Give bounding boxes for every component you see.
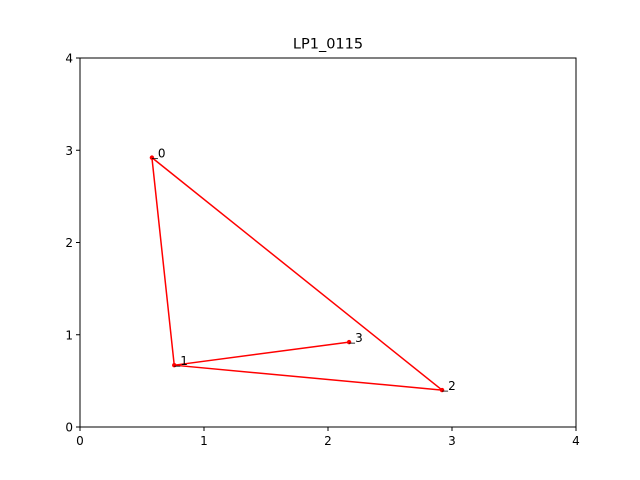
y-tick-label: 1 xyxy=(65,328,73,342)
path-line xyxy=(151,157,443,391)
y-tick-label: 4 xyxy=(65,52,73,66)
y-tick-label: 2 xyxy=(65,236,73,250)
point-marker-1 xyxy=(172,362,177,368)
point-label-0: 0 xyxy=(158,147,166,161)
x-tick-label: 1 xyxy=(200,434,208,448)
x-tick-label: 2 xyxy=(324,434,332,448)
point-label-3: 3 xyxy=(355,331,363,345)
point-marker-0 xyxy=(149,155,155,160)
x-tick-label: 4 xyxy=(572,434,580,448)
y-tick-label: 0 xyxy=(65,421,73,435)
chart-title: LP1_0115 xyxy=(293,37,363,53)
point-label-1: 1 xyxy=(180,354,188,368)
plot-marks: 0 1 2 3 xyxy=(149,147,456,393)
x-tick-label: 3 xyxy=(448,434,456,448)
x-tick-label: 0 xyxy=(76,434,84,448)
point-marker-3 xyxy=(346,339,352,345)
y-axis: 0 1 2 3 4 xyxy=(65,52,80,435)
x-axis: 0 1 2 3 4 xyxy=(76,427,580,448)
point-marker-2 xyxy=(439,387,445,393)
point-label-2: 2 xyxy=(448,379,456,393)
y-tick-label: 3 xyxy=(65,144,73,158)
